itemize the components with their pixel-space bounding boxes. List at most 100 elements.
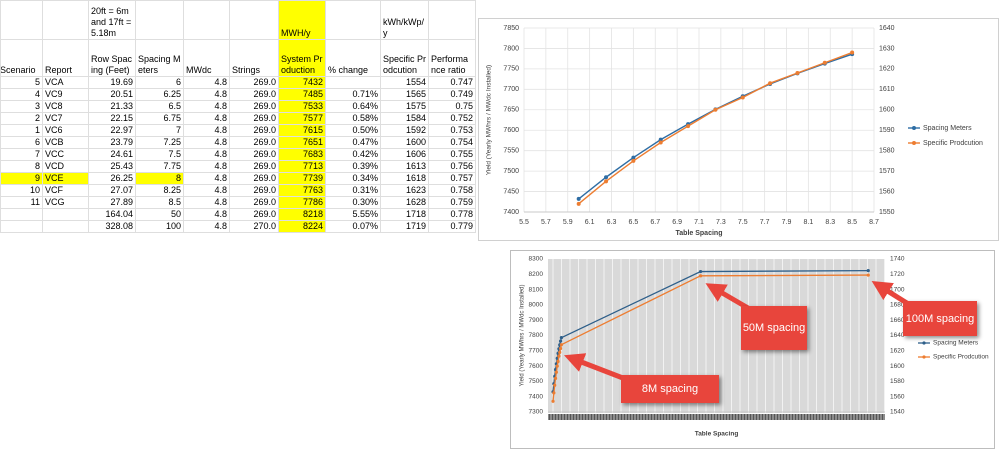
row: 11 VCG 27.89 8.5 4.8 269.0 7786 0.30% 1628 0.759 [0,196,476,209]
point [576,201,581,206]
x-tick-label: 7.7 [760,219,770,226]
cell[interactable]: 7763 [278,184,326,197]
y2-tick-label: 1610 [879,86,895,93]
y2-tick-label: 1720 [890,271,905,278]
point [558,350,562,354]
cell[interactable]: System Production [278,39,326,77]
y2-tick-label: 1560 [890,393,905,400]
point [604,179,609,184]
y2-tick-label: 1620 [890,348,905,355]
cell[interactable] [0,0,43,40]
y-tick-label: 7400 [529,393,544,400]
point [552,391,556,395]
x-tick-label: 6.3 [607,219,617,226]
point [553,376,558,380]
cell[interactable]: Strings [229,39,279,77]
row: Scenario Report Row Spacing (Feet) Spacing … [0,39,476,77]
y-axis-label: Yield (Yearly MWhrs / MWdc Installed) [520,285,526,387]
callout: 8M spacing [621,375,719,403]
cell[interactable]: 7485 [278,88,326,101]
cell[interactable]: 1719 [380,220,429,233]
x-tick-label: 5.7 [541,219,551,226]
legend-marker [922,355,926,359]
row: 2 VC7 22.15 6.75 4.8 269.0 7577 0.58% 1584 0.752 [0,112,476,125]
point [559,336,564,340]
legend-marker [912,126,916,130]
x-tick-label: 8.1 [804,219,814,226]
cell[interactable]: Scenario [0,39,43,77]
callout: 50M spacing [741,306,807,350]
point [558,339,563,343]
cell[interactable]: Spacing Meters [135,39,184,77]
y2-tick-label: 1660 [890,317,905,324]
x-axis-label: Table Spacing [676,230,723,237]
point [698,269,703,274]
row: 7 VCC 24.61 7.5 4.8 269.0 7683 0.42% 1606 0.755 [0,148,476,161]
x-tick-label: 7.3 [716,219,726,226]
y2-tick-label: 1630 [879,45,895,52]
y2-tick-label: 1700 [890,286,905,293]
callout: 100M spacing [903,301,977,336]
point [866,273,870,277]
x-tick-label: 8.5 [847,219,857,226]
y-tick-label: 7800 [503,45,519,52]
x-tick-label: 8.7 [869,219,879,226]
x-tick-label: 6.5 [629,219,639,226]
x-tick-label: 6.9 [672,219,682,226]
legend-label: Spacing Meters [933,340,979,347]
row: 328.08 100 4.8 270.0 8224 0.07% 1719 0.779 [0,220,476,233]
point [555,364,559,368]
point [576,196,581,201]
chart-frame [478,18,999,241]
cell[interactable]: 7432 [278,76,326,89]
cell[interactable]: Row Spacing (Feet) [88,39,136,77]
y2-tick-label: 1580 [879,148,895,155]
y-tick-label: 7500 [529,378,544,385]
category-axis-band [548,414,885,420]
legend-label: Spacing Meters [923,125,972,132]
cell[interactable]: 7577 [278,112,326,125]
x-tick-label: 8.3 [825,219,835,226]
cell[interactable]: 7739 [278,172,326,185]
x-tick-label: 7.9 [782,219,792,226]
y-tick-label: 7750 [503,66,519,73]
cell[interactable] [183,0,230,40]
cell[interactable]: 7786 [278,196,326,209]
cell[interactable]: 7615 [278,124,326,137]
cell[interactable]: 8224 [278,220,326,233]
y-tick-label: 7450 [503,188,519,195]
x-tick-label: 7.1 [694,219,704,226]
point [850,50,855,55]
point [556,359,560,364]
cell[interactable]: 0.756 [428,160,476,173]
point [557,354,561,358]
y-tick-label: 7700 [503,86,519,93]
x-tick-label: 5.9 [563,219,573,226]
row: 1 VC6 22.97 7 4.8 269.0 7615 0.50% 1592 0.753 [0,124,476,137]
y-tick-label: 8000 [529,302,544,309]
cell[interactable]: 7533 [278,100,326,113]
x-tick-label: 7.5 [738,219,748,226]
row: 8 VCD 25.43 7.75 4.8 269.0 7713 0.39% 1613 0.756 [0,160,476,173]
point [713,107,718,112]
point [866,269,870,273]
row: 3 VC8 21.33 6.5 4.8 269.0 7533 0.64% 1575 0.75 [0,100,476,113]
x-tick-label: 6.1 [585,219,595,226]
point [631,158,636,163]
cell[interactable] [229,0,279,40]
row: 5 VCA 19.69 6 4.8 269.0 7432 1554 0.747 [0,76,476,89]
point [551,399,555,403]
y-tick-label: 8300 [529,256,544,263]
legend-label: Specific Prodcution [923,140,983,147]
cell[interactable] [325,0,381,40]
cell[interactable]: 0.779 [428,220,476,233]
point [822,60,827,65]
cell[interactable]: Specific Prodcution [380,39,429,77]
y-tick-label: 8100 [529,286,544,293]
cell[interactable]: % change [325,39,381,77]
y-tick-label: 7900 [529,317,544,324]
cell[interactable]: 270.0 [229,220,279,233]
cell[interactable]: kWh/kWp/y [380,0,429,40]
y-tick-label: 7600 [529,363,544,370]
cell[interactable]: 20ft = 6m and 17ft = 5.18m [88,0,136,40]
